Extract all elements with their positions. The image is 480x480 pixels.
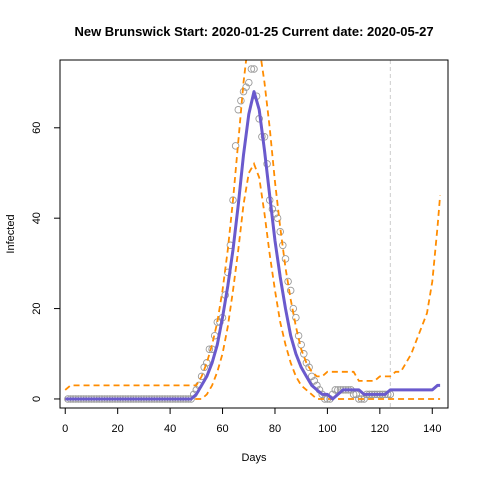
y-tick-label: 40 — [31, 212, 43, 224]
y-axis-label: Infected — [5, 214, 17, 253]
y-tick-label: 0 — [31, 396, 43, 402]
x-tick-label: 120 — [371, 423, 389, 435]
x-tick-label: 20 — [112, 423, 124, 435]
chart-title: New Brunswick Start: 2020-01-25 Current … — [74, 24, 433, 39]
x-tick-label: 140 — [423, 423, 441, 435]
x-axis-label: Days — [241, 452, 267, 464]
x-tick-label: 100 — [318, 423, 336, 435]
x-tick-label: 60 — [216, 423, 228, 435]
x-tick-label: 0 — [62, 423, 68, 435]
x-tick-label: 40 — [164, 423, 176, 435]
x-tick-label: 80 — [269, 423, 281, 435]
y-tick-label: 20 — [31, 302, 43, 314]
y-tick-label: 60 — [31, 122, 43, 134]
